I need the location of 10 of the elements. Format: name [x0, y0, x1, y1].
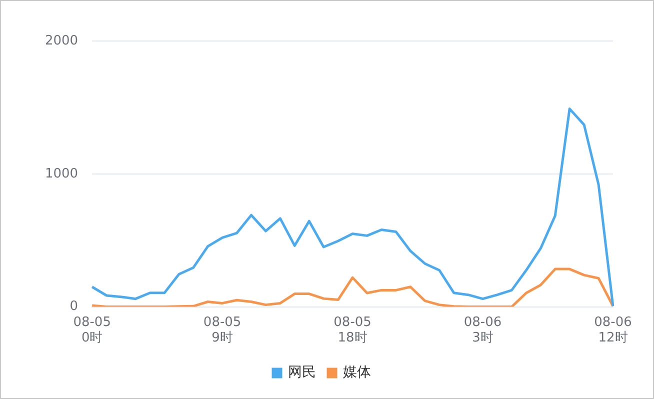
legend-label: 网民 — [288, 364, 316, 381]
y-tick-label: 1000 — [44, 166, 78, 182]
x-tick-label: 08-06 3时 — [464, 314, 502, 346]
x-tick-label: 08-05 18时 — [334, 314, 372, 346]
x-tick-label: 08-05 0时 — [73, 314, 111, 346]
y-tick-label: 0 — [70, 299, 78, 314]
x-tick-label: 08-05 9时 — [203, 314, 242, 346]
x-tick-label: 08-06 12时 — [594, 314, 632, 346]
y-tick-label: 2000 — [44, 33, 78, 48]
legend-label: 媒体 — [343, 364, 371, 381]
